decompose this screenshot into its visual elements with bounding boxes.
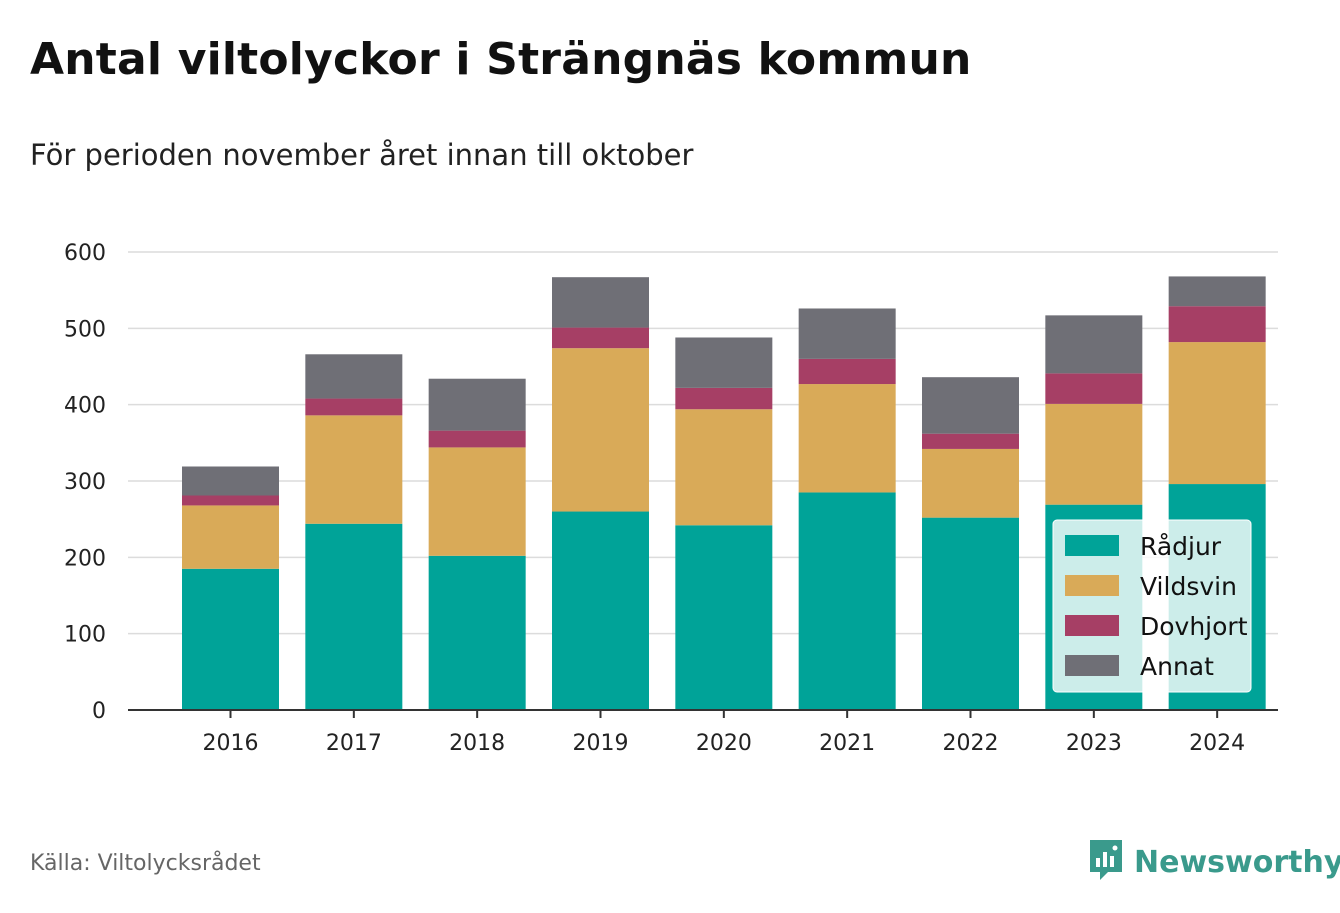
bar-segment-rådjur <box>922 517 1019 710</box>
bar-segment-vildsvin <box>305 415 403 524</box>
bar-segment-dovhjort <box>1168 306 1266 343</box>
y-tick-label: 0 <box>92 699 106 724</box>
chart-subtitle: För perioden november året innan till ok… <box>30 138 694 172</box>
bar-segment-dovhjort <box>1045 373 1143 404</box>
legend-label: Dovhjort <box>1140 612 1248 641</box>
x-tick-label: 2021 <box>819 731 875 756</box>
bar-segment-dovhjort <box>305 398 403 416</box>
bar-segment-annat <box>1045 315 1143 374</box>
legend-swatch <box>1065 655 1119 676</box>
legend-swatch <box>1065 535 1119 556</box>
x-tick-label: 2017 <box>326 731 382 756</box>
legend-label: Rådjur <box>1140 532 1222 561</box>
bar-segment-vildsvin <box>1168 342 1266 485</box>
x-tick-label: 2018 <box>449 731 505 756</box>
bar-segment-vildsvin <box>428 447 526 556</box>
y-tick-label: 500 <box>64 317 106 342</box>
bar-segment-annat <box>182 466 279 496</box>
bar-segment-annat <box>1168 276 1266 307</box>
bar-segment-vildsvin <box>182 505 279 569</box>
bar-segment-rådjur <box>798 492 896 710</box>
x-axis: 2016 2017 2018 2019 2020 2021 2022 2023 2024 <box>128 709 1278 756</box>
bar-segment-dovhjort <box>922 433 1019 449</box>
bar-segment-annat <box>305 354 403 399</box>
legend-swatch <box>1065 615 1119 636</box>
y-tick-label: 200 <box>64 546 106 571</box>
bar-segment-rådjur <box>675 525 773 710</box>
y-tick-label: 600 <box>64 241 106 266</box>
y-tick-label: 300 <box>64 470 106 495</box>
legend-label: Annat <box>1140 652 1214 681</box>
bar-segment-rådjur <box>182 568 279 710</box>
bar-segment-annat <box>428 378 526 431</box>
bar-segment-dovhjort <box>552 327 649 349</box>
x-tick-label: 2016 <box>203 731 259 756</box>
legend-swatch <box>1065 575 1119 596</box>
x-tick-label: 2024 <box>1189 731 1245 756</box>
legend-label: Vildsvin <box>1140 572 1237 601</box>
bar-segment-annat <box>798 308 896 359</box>
bar-segment-annat <box>675 337 773 388</box>
bar-segment-vildsvin <box>552 348 649 512</box>
y-axis: 0 100 200 300 400 500 600 <box>64 241 106 724</box>
bar-segment-dovhjort <box>798 358 896 385</box>
brand: Newsworthy <box>1088 838 1340 886</box>
bar-segment-vildsvin <box>922 448 1019 518</box>
legend: Rådjur Vildsvin Dovhjort Annat <box>1052 519 1252 693</box>
bar-segment-dovhjort <box>182 495 279 506</box>
bar-segment-dovhjort <box>675 387 773 410</box>
bar-segment-vildsvin <box>1045 403 1143 505</box>
source-note: Källa: Viltolycksrådet <box>30 851 261 876</box>
legend-box <box>1052 519 1252 693</box>
bar-segment-annat <box>552 277 649 328</box>
bar-segment-vildsvin <box>798 384 896 493</box>
x-tick-label: 2020 <box>696 731 752 756</box>
bar-segment-rådjur <box>305 523 403 710</box>
bar-segment-rådjur <box>428 555 526 710</box>
bar-segment-vildsvin <box>675 409 773 526</box>
bar-segment-dovhjort <box>428 430 526 448</box>
bar-segment-annat <box>922 377 1019 434</box>
bar-segment-rådjur <box>552 511 649 710</box>
y-tick-label: 100 <box>64 623 106 648</box>
x-tick-label: 2019 <box>573 731 629 756</box>
newsworthy-logo-icon <box>1088 838 1124 886</box>
brand-name: Newsworthy <box>1134 844 1340 880</box>
y-tick-label: 400 <box>64 394 106 419</box>
x-tick-label: 2022 <box>943 731 999 756</box>
x-tick-label: 2023 <box>1066 731 1122 756</box>
chart-title: Antal viltolyckor i Strängnäs kommun <box>30 34 972 85</box>
